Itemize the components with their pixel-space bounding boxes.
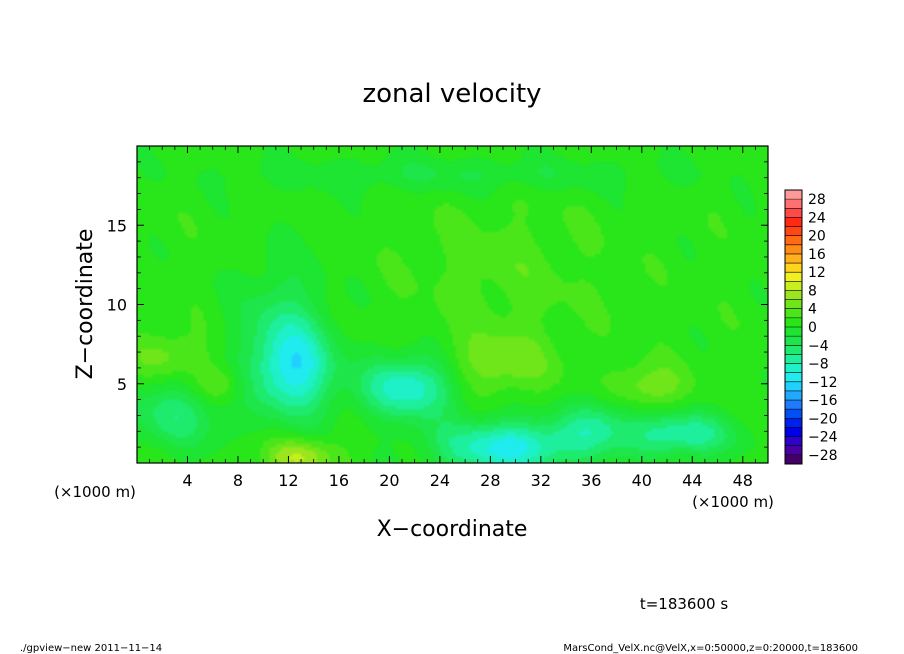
x-axis-label: X−coordinate [377,517,528,542]
colorbar-tick-label: −28 [808,448,838,464]
x-tick-label: 28 [480,471,500,490]
colorbar-swatch [785,317,802,328]
y-tick-label: 5 [117,375,127,394]
colorbar-swatch [785,208,802,218]
colorbar-tick-label: 28 [808,192,826,208]
colorbar-tick-label: 16 [808,247,826,263]
colorbar-swatch [785,381,802,392]
colorbar-tick-label: −16 [808,393,838,409]
x-tick-label: 12 [278,471,298,490]
colorbar-swatch [785,299,802,310]
colorbar-tick-label: 24 [808,210,826,226]
colorbar-swatch [785,327,802,337]
y-tick-label: 15 [107,216,127,235]
velocity-field [137,146,768,463]
x-tick-label: 44 [682,471,702,490]
y-axis-ticks: 5 10 15 [107,161,768,448]
colorbar-swatch [785,199,802,209]
colorbar-swatch [785,345,802,355]
colorbar-swatch [785,372,802,383]
y-axis-label: Z−coordinate [73,229,98,380]
colorbar-labels: 28 24 20 16 12 8 4 0 −4 −8 −12 −16 −20 −24 −28 [808,192,838,464]
colorbar-swatch [785,363,802,374]
colorbar-swatch [785,418,802,428]
x-tick-label: 16 [329,471,349,490]
x-tick-label: 20 [379,471,399,490]
y-tick-label: 10 [107,296,127,315]
x-unit-right: (×1000 m) [692,493,774,511]
x-tick-label: 24 [430,471,450,490]
colorbar-tick-label: 12 [808,265,826,281]
colorbar-swatch [785,427,802,438]
colorbar-tick-label: 20 [808,229,826,245]
colorbar-tick-label: −8 [808,357,829,373]
colorbar-swatch [785,244,802,255]
colorbar-tick-label: −12 [808,375,838,391]
colorbar-swatch [785,436,802,447]
colorbar-swatch [785,409,802,419]
colorbar-swatch [785,454,802,465]
colorbar-swatch [785,390,802,401]
colorbar-tick-label: 8 [808,283,817,299]
x-tick-label: 4 [182,471,192,490]
colorbar-swatch [785,226,802,237]
colorbar-swatch [785,336,802,346]
colorbar-swatch [785,217,802,228]
plot-area [136,145,769,464]
colorbar-swatch [785,253,802,264]
x-tick-label: 32 [531,471,551,490]
colorbar-swatch [785,281,802,291]
colorbar-swatch [785,235,802,246]
chart-title: zonal velocity [362,79,541,109]
colorbar-swatch [785,272,802,282]
colorbar-tick-label: −24 [808,430,838,446]
colorbar-swatch [785,354,802,365]
colorbar-swatch [785,308,802,319]
colorbar-tick-label: 4 [808,302,817,318]
colorbar [784,189,803,465]
x-tick-label: 36 [581,471,601,490]
colorbar-swatch [785,190,802,200]
colorbar-tick-label: 0 [808,320,817,336]
colorbar-tick-label: −4 [808,338,829,354]
footer-left: ./gpview−new 2011−11−14 [20,643,162,654]
x-tick-label: 8 [233,471,243,490]
colorbar-swatch [785,290,802,301]
colorbar-swatch [785,400,802,410]
footer-right: MarsCond_VelX.nc@VelX,x=0:50000,z=0:2000… [563,643,858,654]
colorbar-swatch [785,263,802,273]
x-tick-label: 48 [733,471,753,490]
x-tick-label: 40 [632,471,652,490]
colorbar-swatch [785,445,802,456]
x-axis-ticks: 4 8 12 16 20 24 28 32 36 40 44 48 [149,146,756,490]
colorbar-tick-label: −20 [808,411,838,427]
x-unit-left: (×1000 m) [54,483,136,501]
time-label: t=183600 s [640,595,728,613]
